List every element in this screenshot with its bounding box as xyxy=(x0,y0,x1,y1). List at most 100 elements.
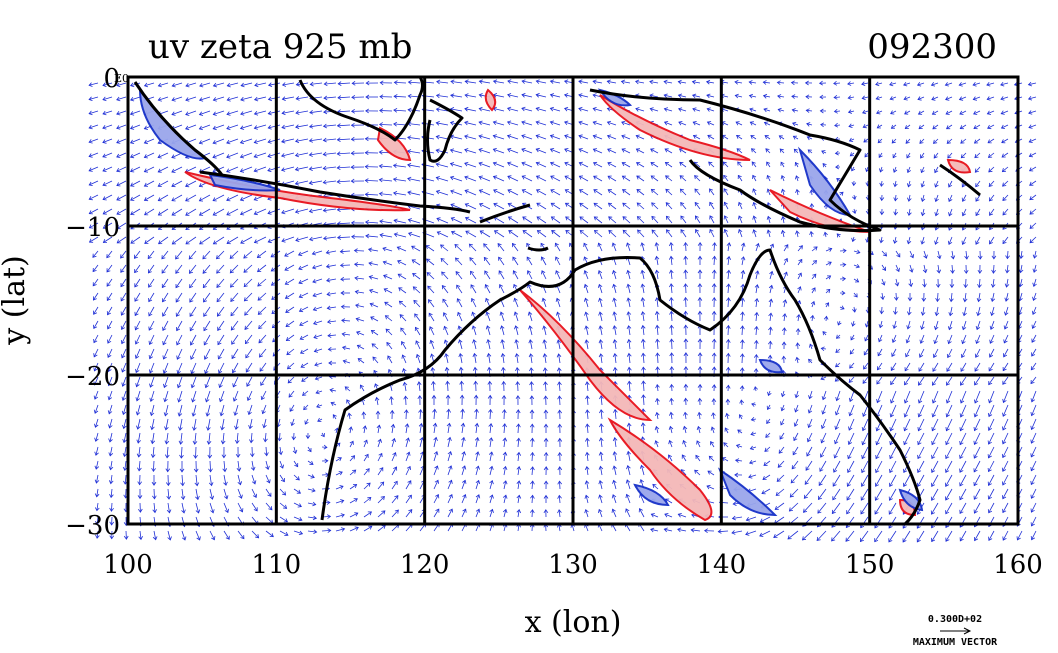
wind-vector-head xyxy=(356,330,361,336)
wind-vector-head xyxy=(449,175,455,181)
wind-vector xyxy=(621,121,631,126)
wind-vector-head xyxy=(353,248,358,253)
wind-vector xyxy=(337,138,351,141)
wind-vector xyxy=(651,189,659,196)
wind-vector xyxy=(164,404,169,416)
wind-vector xyxy=(230,278,239,288)
wind-vector xyxy=(309,152,323,156)
wind-vector-head xyxy=(206,440,212,445)
wind-vector xyxy=(213,208,225,216)
wind-vector xyxy=(678,108,687,112)
wind-vector-head xyxy=(190,384,196,389)
wind-vector-head xyxy=(212,125,217,131)
wind-vector xyxy=(240,152,253,158)
wind-vector-head xyxy=(378,452,383,458)
wind-vector xyxy=(263,418,267,428)
wind-vector-head xyxy=(158,240,163,245)
wind-vector-head xyxy=(223,495,229,500)
wind-vector-head xyxy=(549,161,555,166)
wind-vector-head xyxy=(697,255,703,260)
wind-vector-head xyxy=(655,383,660,389)
negative-vorticity-contour xyxy=(208,173,281,192)
wind-vector-head xyxy=(350,178,355,184)
wind-vector-head xyxy=(893,296,899,301)
wind-vector-head xyxy=(161,255,166,260)
wind-vector-head xyxy=(468,243,473,248)
wind-vector xyxy=(285,292,295,299)
wind-vector xyxy=(291,418,295,426)
wind-vector xyxy=(816,530,827,541)
wind-vector-head xyxy=(751,402,756,407)
wind-vector-head xyxy=(608,229,613,234)
wind-vector-head xyxy=(879,182,884,187)
wind-vector-head xyxy=(326,500,331,505)
wind-vector xyxy=(287,376,295,384)
wind-vector-head xyxy=(516,465,522,471)
wind-vector xyxy=(158,166,169,173)
wind-vector-head xyxy=(692,107,697,112)
wind-vector xyxy=(751,148,757,154)
wind-vector-head xyxy=(394,509,399,514)
wind-vector xyxy=(181,502,185,513)
wind-vector xyxy=(493,108,505,112)
wind-vector-head xyxy=(294,181,300,186)
wind-vector-head xyxy=(493,230,499,235)
wind-vector xyxy=(229,250,239,259)
wind-vector-head xyxy=(731,515,736,521)
wind-vector xyxy=(679,175,687,182)
wind-vector xyxy=(889,82,897,86)
wind-vector xyxy=(598,509,603,518)
wind-vector xyxy=(931,418,939,431)
wind-vector xyxy=(404,382,407,392)
wind-vector-head xyxy=(402,368,407,373)
wind-vector xyxy=(314,348,323,352)
wind-vector-head xyxy=(651,229,656,234)
wind-vector-head xyxy=(258,339,263,344)
wind-vector-head xyxy=(299,321,304,326)
wind-vector xyxy=(295,166,309,171)
wind-vector-head xyxy=(745,531,750,536)
wind-vector-head xyxy=(522,230,527,235)
wind-vector-head xyxy=(88,153,93,158)
wind-vector-head xyxy=(669,324,674,329)
wind-vector xyxy=(579,216,589,224)
wind-vector-head xyxy=(748,80,753,85)
wind-vector-head xyxy=(882,252,887,257)
wind-vector xyxy=(536,162,547,168)
wind-vector xyxy=(483,243,491,252)
wind-vector xyxy=(642,311,645,322)
wind-vector-head xyxy=(163,412,169,417)
wind-vector xyxy=(1028,124,1037,128)
wind-vector xyxy=(464,176,477,182)
positive-vorticity-contour xyxy=(946,158,972,174)
wind-vector-head xyxy=(946,139,951,144)
wind-vector xyxy=(517,509,520,518)
wind-vector-head xyxy=(246,396,252,402)
wind-vector xyxy=(918,390,925,404)
wind-vector xyxy=(356,318,365,322)
wind-vector xyxy=(309,124,323,128)
wind-vector xyxy=(268,110,281,115)
wind-vector-head xyxy=(121,354,126,359)
wind-vector-head xyxy=(235,453,241,458)
wind-vector xyxy=(762,474,771,480)
wind-vector xyxy=(666,229,673,238)
wind-vector-head xyxy=(777,94,782,99)
wind-vector xyxy=(384,288,393,294)
wind-vector-head xyxy=(849,350,854,355)
positive-vorticity-contour xyxy=(519,289,653,422)
wind-vector xyxy=(694,188,701,196)
wind-vector xyxy=(959,460,967,473)
wind-vector-head xyxy=(651,202,656,207)
wind-vector-head xyxy=(669,366,675,371)
wind-vector-head xyxy=(706,484,711,490)
wind-vector xyxy=(475,509,480,518)
wind-vector xyxy=(945,82,953,86)
wind-vector xyxy=(642,353,645,364)
wind-vector-head xyxy=(226,82,231,88)
wind-vector xyxy=(1030,376,1037,384)
wind-vector xyxy=(330,402,337,406)
wind-vector xyxy=(1007,250,1009,259)
wind-vector xyxy=(354,277,365,280)
wind-vector-head xyxy=(528,339,533,344)
